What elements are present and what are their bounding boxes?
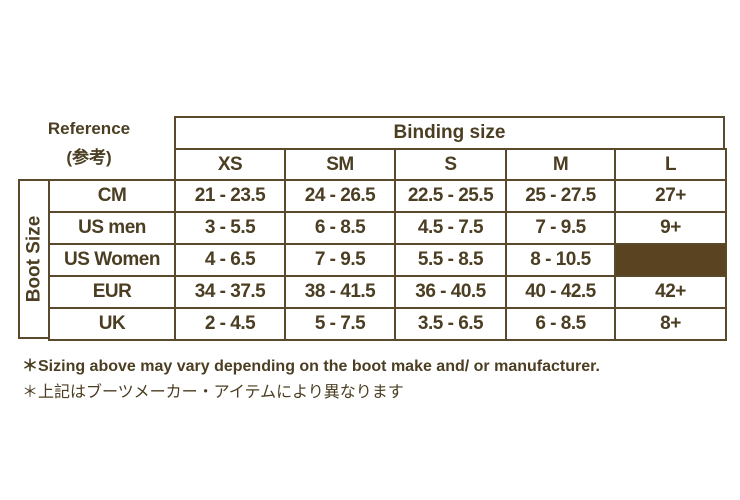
size-cell: 7 - 9.5 [505,211,616,245]
boot-size-label-cell: Boot Size [18,179,50,339]
row-label: US men [48,211,176,245]
size-cell: 38 - 41.5 [284,275,396,309]
reference-label-jp: (参考) [66,148,112,167]
size-cell: 2 - 4.5 [174,307,286,341]
column-header-s: S [394,148,507,181]
row-label: UK [48,307,176,341]
note-en: ＊Sizing above may vary depending on the … [22,358,600,375]
size-cell: 3 - 5.5 [174,211,286,245]
size-cell: 4.5 - 7.5 [394,211,507,245]
size-cell: 8+ [614,307,727,341]
size-cell: 21 - 23.5 [174,179,286,213]
size-cell: 24 - 26.5 [284,179,396,213]
size-cell: 22.5 - 25.5 [394,179,507,213]
size-cell: 8 - 10.5 [505,243,616,277]
row-label: US Women [48,243,176,277]
unavailable-cell [614,243,727,277]
reference-label: Reference [47,119,131,138]
note-jp: ＊上記はブーツメーカー・アイテムにより異なります [22,384,404,401]
size-cell: 34 - 37.5 [174,275,286,309]
column-header-xs: XS [174,148,286,181]
column-header-m: M [505,148,616,181]
size-cell: 5 - 7.5 [284,307,396,341]
row-label: CM [48,179,176,213]
size-cell: 6 - 8.5 [505,307,616,341]
size-cell: 5.5 - 8.5 [394,243,507,277]
size-cell: 36 - 40.5 [394,275,507,309]
size-cell: 4 - 6.5 [174,243,286,277]
column-header-sm: SM [284,148,396,181]
size-cell: 6 - 8.5 [284,211,396,245]
column-header-l: L [614,148,727,181]
row-label: EUR [48,275,176,309]
size-cell: 3.5 - 6.5 [394,307,507,341]
size-cell: 25 - 27.5 [505,179,616,213]
size-cell: 40 - 42.5 [505,275,616,309]
binding-size-header: Binding size [174,116,725,150]
size-cell: 9+ [614,211,727,245]
size-cell: 42+ [614,275,727,309]
size-cell: 7 - 9.5 [284,243,396,277]
size-cell: 27+ [614,179,727,213]
boot-size-label: Boot Size [23,215,44,303]
